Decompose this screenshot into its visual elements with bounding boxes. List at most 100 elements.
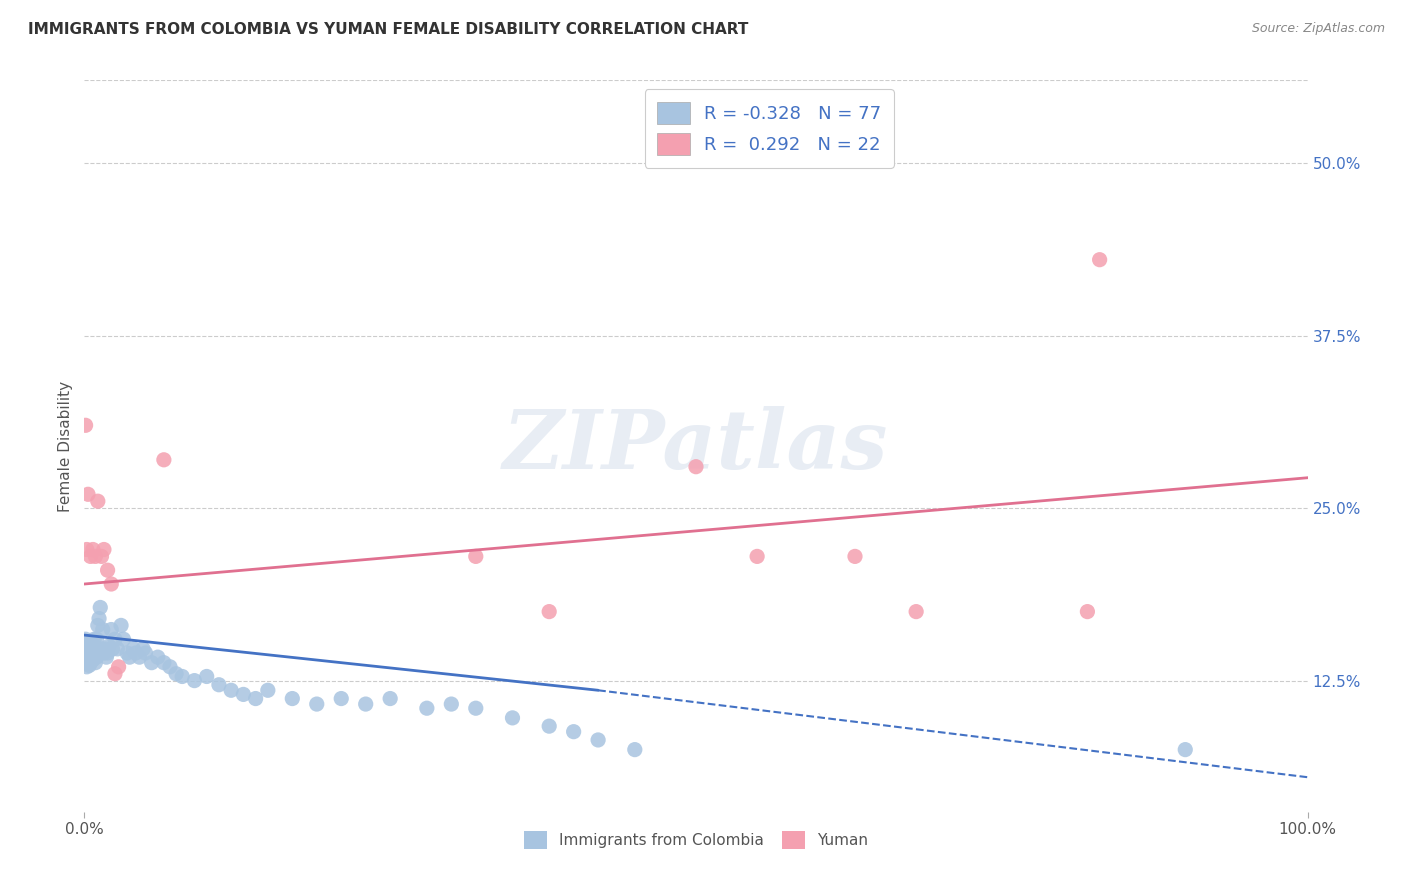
Point	[281, 691, 304, 706]
Point	[87, 494, 110, 508]
Point	[77, 656, 100, 670]
Point	[93, 542, 115, 557]
Point	[91, 623, 114, 637]
Point	[90, 641, 112, 656]
Point	[153, 656, 176, 670]
Point	[1088, 252, 1111, 267]
Point	[97, 646, 120, 660]
Point	[305, 697, 328, 711]
Point	[77, 487, 100, 501]
Point	[141, 656, 163, 670]
Point	[232, 687, 254, 701]
Point	[93, 646, 115, 660]
Point	[82, 641, 104, 656]
Point	[75, 650, 97, 665]
Point	[153, 452, 176, 467]
Point	[245, 691, 267, 706]
Point	[94, 641, 117, 656]
Point	[100, 623, 122, 637]
Point	[538, 605, 561, 619]
Point	[115, 646, 138, 660]
Point	[75, 656, 97, 670]
Point	[380, 691, 402, 706]
Point	[86, 650, 108, 665]
Point	[219, 683, 242, 698]
Point	[172, 669, 194, 683]
Point	[195, 669, 218, 683]
Point	[96, 650, 118, 665]
Point	[118, 650, 141, 665]
Point	[100, 577, 122, 591]
Point	[86, 632, 108, 647]
Point	[76, 542, 98, 557]
Legend: Immigrants from Colombia, Yuman: Immigrants from Colombia, Yuman	[517, 824, 875, 855]
Point	[76, 636, 98, 650]
Point	[146, 650, 169, 665]
Point	[77, 641, 100, 656]
Point	[132, 641, 155, 656]
Point	[84, 549, 107, 564]
Point	[165, 666, 187, 681]
Point	[79, 549, 101, 564]
Text: IMMIGRANTS FROM COLOMBIA VS YUMAN FEMALE DISABILITY CORRELATION CHART: IMMIGRANTS FROM COLOMBIA VS YUMAN FEMALE…	[28, 22, 748, 37]
Point	[624, 742, 647, 756]
Point	[79, 656, 101, 670]
Point	[105, 641, 128, 656]
Point	[416, 701, 439, 715]
Point	[76, 653, 98, 667]
Point	[128, 650, 150, 665]
Point	[1076, 605, 1098, 619]
Point	[89, 600, 111, 615]
Point	[1174, 742, 1197, 756]
Point	[84, 641, 107, 656]
Point	[112, 632, 135, 647]
Text: Source: ZipAtlas.com: Source: ZipAtlas.com	[1251, 22, 1385, 36]
Point	[101, 641, 124, 656]
Point	[257, 683, 280, 698]
Point	[97, 563, 120, 577]
Point	[747, 549, 769, 564]
Point	[75, 632, 97, 647]
Point	[464, 701, 486, 715]
Point	[354, 697, 377, 711]
Point	[77, 639, 100, 653]
Point	[83, 650, 105, 665]
Point	[77, 648, 100, 663]
Point	[76, 660, 98, 674]
Point	[75, 641, 97, 656]
Point	[84, 656, 107, 670]
Point	[87, 618, 110, 632]
Point	[562, 724, 585, 739]
Point	[538, 719, 561, 733]
Point	[87, 611, 110, 625]
Point	[90, 549, 112, 564]
Point	[104, 632, 127, 647]
Point	[440, 697, 463, 711]
Point	[502, 711, 524, 725]
Y-axis label: Female Disability: Female Disability	[58, 380, 73, 512]
Point	[79, 639, 101, 653]
Point	[77, 650, 100, 665]
Point	[79, 648, 101, 662]
Point	[464, 549, 486, 564]
Point	[159, 660, 181, 674]
Point	[844, 549, 866, 564]
Point	[110, 618, 132, 632]
Point	[77, 658, 100, 673]
Point	[330, 691, 353, 706]
Point	[183, 673, 205, 688]
Point	[75, 418, 97, 433]
Point	[905, 605, 928, 619]
Text: ZIPatlas: ZIPatlas	[503, 406, 889, 486]
Point	[82, 653, 104, 667]
Point	[135, 646, 157, 660]
Point	[83, 632, 105, 647]
Point	[685, 459, 707, 474]
Point	[208, 678, 231, 692]
Point	[586, 733, 609, 747]
Point	[82, 542, 104, 557]
Point	[80, 636, 103, 650]
Point	[104, 666, 127, 681]
Point	[122, 641, 145, 656]
Point	[97, 639, 120, 653]
